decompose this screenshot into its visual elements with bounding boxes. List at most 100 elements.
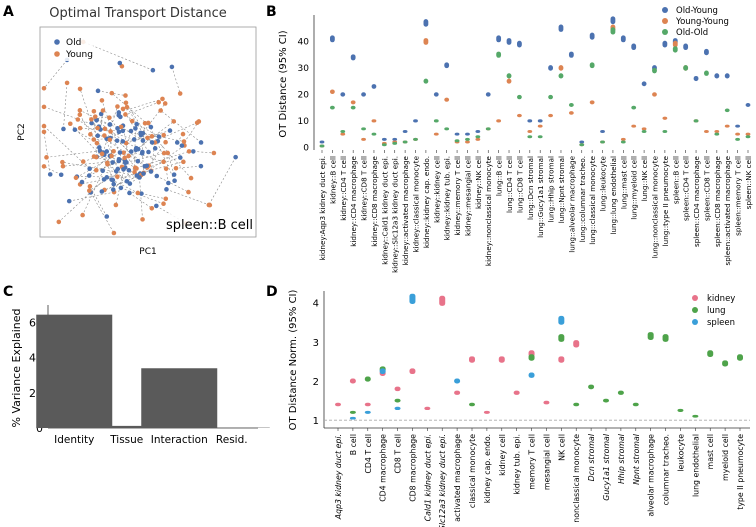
old-point <box>126 167 132 173</box>
pair-line <box>101 100 111 125</box>
panel-b-point-old-old <box>371 132 377 136</box>
panel-b-point-old-old <box>496 51 502 58</box>
pair-line <box>142 152 144 173</box>
panel-a-points <box>41 39 238 236</box>
panel-b-xtick-label: kidney::classical monocyte <box>412 155 421 252</box>
legend-lung-marker <box>692 307 698 313</box>
panel-d-xtick-label: Dcn stromal <box>587 433 596 481</box>
young-point <box>181 139 187 144</box>
panel-b-point-old-young <box>340 92 346 97</box>
old-point <box>66 198 72 204</box>
young-point <box>156 99 161 105</box>
panel-label-c: C <box>3 284 13 300</box>
pair-line <box>43 166 62 176</box>
young-point <box>186 189 191 195</box>
panel-b-point-old-young <box>506 38 512 45</box>
panel-b-xtick-label: lung::leukocyte <box>599 155 608 211</box>
young-point <box>115 104 120 109</box>
panel-b-xtick-label: spleen::CD8 macrophage <box>713 155 722 247</box>
young-point <box>171 119 177 124</box>
pair-line <box>110 131 126 168</box>
pair-line <box>70 123 117 172</box>
pair-line <box>128 151 190 171</box>
pair-line <box>208 157 236 206</box>
young-point <box>73 175 79 181</box>
pair-line <box>193 151 214 154</box>
panel-b-point-old-old <box>381 143 387 147</box>
panel-b-ytick-label: 10 <box>298 117 310 127</box>
panel-b-point-old-old <box>683 65 689 71</box>
young-point <box>165 150 171 156</box>
young-point <box>113 202 119 208</box>
panel-b-point-young-young <box>620 137 626 141</box>
pair-line <box>175 165 201 169</box>
pair-line <box>82 155 111 216</box>
panel-d-point-kidney <box>469 356 475 363</box>
old-point <box>117 150 123 155</box>
panel-b-xtick-label: spleen::CD4 T cell <box>682 156 691 221</box>
young-point <box>100 108 106 113</box>
panel-d-point-kidney <box>483 410 490 414</box>
panel-d-point-spleen <box>394 406 401 411</box>
young-point <box>108 129 113 134</box>
panel-b-point-old-young <box>579 140 585 144</box>
young-point <box>89 117 94 122</box>
panel-d-point-kidney <box>513 390 520 395</box>
panel-b-point-old-young <box>350 54 356 61</box>
panel-d-xtick-label: nonclassical monocyte <box>572 434 581 523</box>
panel-b-xtick-label: kidney::kidney cap. endo. <box>422 156 431 248</box>
pair-line <box>129 145 185 184</box>
young-point <box>163 196 169 202</box>
young-point <box>41 129 47 135</box>
panel-b-xtick-label: spleen::NK cell <box>744 156 753 209</box>
panel-b-point-old-young <box>517 40 522 48</box>
panel-c-xtick-label: Tissue <box>109 434 143 446</box>
old-point <box>198 140 204 145</box>
panel-b-point-old-young <box>423 19 429 27</box>
panel-b-point-old-old <box>579 143 585 147</box>
panel-b-point-old-young <box>683 43 689 51</box>
panel-b-ytick-label: 40 <box>298 37 310 47</box>
pair-line <box>110 138 112 157</box>
panel-b-point-old-young <box>704 48 709 56</box>
panel-d-xtick-label: memory T cell <box>528 434 537 490</box>
young-point <box>123 140 129 146</box>
panel-d-xtick-label: classical monocyte <box>468 434 477 508</box>
panel-d-xtick-label: CD8 T cell <box>394 434 403 474</box>
panel-b-point-old-young <box>610 16 616 25</box>
panel-d-xtick-label: type II pneumocyte <box>736 434 745 510</box>
young-point <box>161 159 166 165</box>
old-point <box>61 126 66 132</box>
young-point <box>111 148 116 154</box>
panel-d-point-kidney <box>498 356 505 363</box>
panel-b-xtick-label: kidney::B cell <box>328 156 337 204</box>
young-point <box>181 159 186 165</box>
old-point <box>97 145 102 150</box>
panel-d-point-lung <box>528 354 535 361</box>
young-point <box>87 188 92 193</box>
panel-b-xtick-label: lung::CD8 T cell <box>515 156 524 213</box>
panel-b-point-old-old <box>652 67 657 74</box>
legend-old-old-marker <box>662 29 668 35</box>
old-point <box>154 173 160 179</box>
pair-line <box>148 122 175 181</box>
pair-line <box>97 135 103 154</box>
panel-d-point-spleen <box>409 293 416 304</box>
panel-c-xtick-label: Resid. <box>216 434 248 446</box>
young-point <box>118 124 124 130</box>
panel-b-xtick-label: lung::CD4 T cell <box>505 156 514 213</box>
panel-d-axes: 1 2 3 4 <box>313 291 750 429</box>
young-point <box>102 126 108 132</box>
panel-b-xtick-label: kidney::NK cell <box>474 156 483 209</box>
legend-young-marker <box>54 51 60 57</box>
pair-line <box>58 177 107 223</box>
young-point <box>121 150 126 155</box>
panel-b-point-old-old <box>568 103 574 107</box>
panel-d-xtick-label: columnar tracheo. <box>662 434 671 505</box>
old-point <box>87 166 92 172</box>
panel-d-xtick-labels: Aqp3 kidney duct epi. B cell CD4 T cell CD4… <box>334 428 745 527</box>
panel-b-xtick-label: lung::mast cell <box>619 156 628 209</box>
panel-b-point-old-old <box>672 46 678 53</box>
young-point <box>207 202 213 208</box>
panel-a-scatter: Optimal Transport Distance PC2 PC1 Old Y… <box>17 6 257 257</box>
